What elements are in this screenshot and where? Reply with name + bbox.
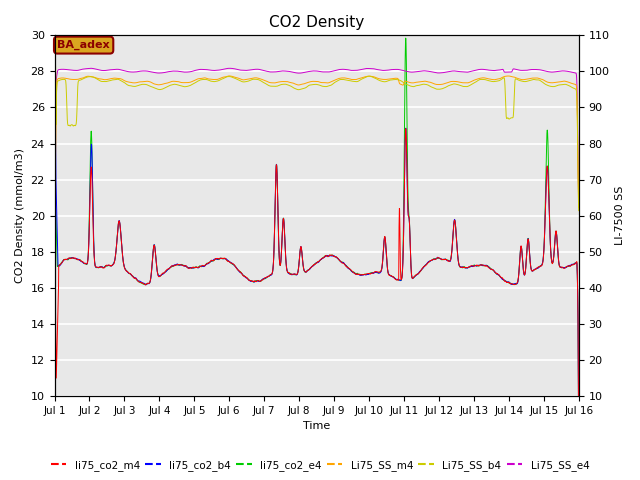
Text: BA_adex: BA_adex xyxy=(58,40,110,50)
Y-axis label: CO2 Density (mmol/m3): CO2 Density (mmol/m3) xyxy=(15,148,25,283)
Legend: li75_co2_m4, li75_co2_b4, li75_co2_e4, Li75_SS_m4, Li75_SS_b4, Li75_SS_e4: li75_co2_m4, li75_co2_b4, li75_co2_e4, L… xyxy=(47,456,593,475)
Y-axis label: LI-7500 SS: LI-7500 SS xyxy=(615,186,625,245)
X-axis label: Time: Time xyxy=(303,421,330,432)
Title: CO2 Density: CO2 Density xyxy=(269,15,364,30)
